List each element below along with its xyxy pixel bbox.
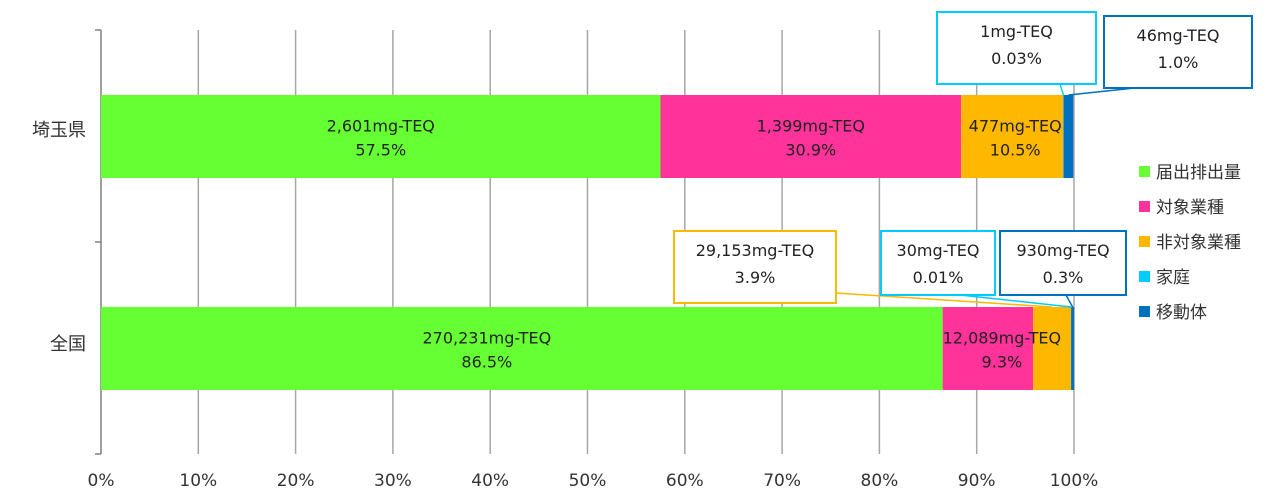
data-label: 30.9% [785, 141, 836, 160]
callout-leader [1059, 83, 1065, 96]
bar-segment [1063, 95, 1074, 178]
x-tick-label: 0% [88, 471, 115, 491]
callout-box [999, 230, 1127, 296]
data-label: 10.5% [990, 141, 1041, 160]
bar-segment [1033, 307, 1072, 390]
callout-label: 0.3% [1043, 268, 1084, 287]
data-label: 86.5% [461, 353, 512, 372]
legend-label: 届出排出量 [1156, 163, 1241, 183]
data-label: 57.5% [355, 141, 406, 160]
bar-segment [1071, 307, 1075, 390]
data-label: 270,231mg-TEQ [422, 329, 551, 348]
callout-label: 3.9% [735, 268, 776, 287]
x-tick-label: 100% [1050, 471, 1099, 491]
callout-leader [1068, 87, 1136, 96]
callout-leader [835, 292, 1053, 308]
callout-label: 30mg-TEQ [897, 241, 980, 260]
callout-box [673, 230, 837, 304]
x-tick-label: 80% [861, 471, 899, 491]
callout-label: 0.03% [991, 49, 1042, 68]
x-tick-label: 30% [374, 471, 412, 491]
bar-segment [101, 307, 943, 390]
callout-label: 0.01% [913, 268, 964, 287]
x-tick-label: 90% [958, 471, 996, 491]
legend-label: 対象業種 [1156, 198, 1224, 218]
data-label: 9.3% [982, 353, 1023, 372]
callout-label: 930mg-TEQ [1016, 241, 1109, 260]
legend-swatch [1139, 236, 1150, 247]
callout-label: 46mg-TEQ [1137, 26, 1220, 45]
callout-box [936, 11, 1097, 85]
legend-swatch [1139, 306, 1150, 317]
x-tick-label: 50% [569, 471, 607, 491]
x-tick-label: 60% [666, 471, 704, 491]
bar-segment [961, 95, 1064, 178]
legend-swatch [1139, 166, 1150, 177]
category-label: 全国 [50, 334, 86, 355]
x-tick-label: 20% [277, 471, 315, 491]
callout-leader [1065, 294, 1074, 308]
legend-swatch [1139, 201, 1150, 212]
callout-leader [959, 294, 1072, 308]
bar-segment [942, 307, 1034, 390]
callout-label: 1.0% [1158, 53, 1199, 72]
data-label: 1,399mg-TEQ [757, 117, 865, 136]
bar-segment [660, 95, 962, 178]
x-tick-label: 10% [179, 471, 217, 491]
data-label: 2,601mg-TEQ [327, 117, 435, 136]
x-tick-label: 70% [763, 471, 801, 491]
bar-segment [101, 95, 661, 178]
data-label: 477mg-TEQ [969, 117, 1062, 136]
callout-box [1103, 15, 1253, 89]
callout-box [880, 230, 996, 296]
callout-label: 29,153mg-TEQ [696, 241, 815, 260]
category-label: 埼玉県 [32, 120, 86, 141]
legend-label: 家庭 [1156, 268, 1190, 288]
legend-label: 非対象業種 [1156, 233, 1241, 253]
callout-label: 1mg-TEQ [980, 22, 1053, 41]
x-tick-label: 40% [471, 471, 509, 491]
data-label: 12,089mg-TEQ [943, 329, 1062, 348]
legend-label: 移動体 [1156, 303, 1207, 323]
legend-swatch [1139, 271, 1150, 282]
